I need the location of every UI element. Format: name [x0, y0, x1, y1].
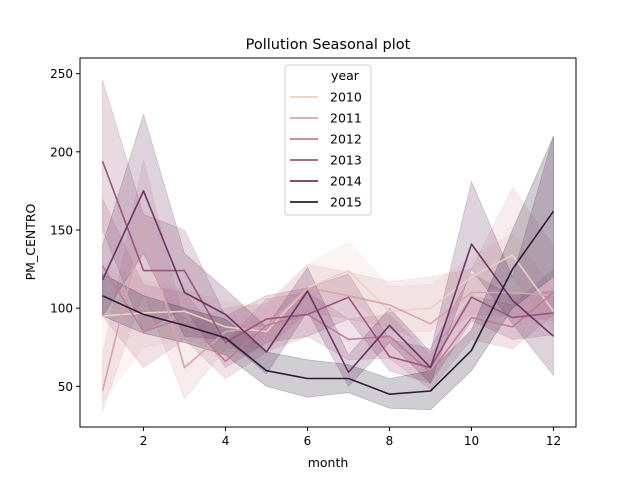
- legend-title: year: [331, 68, 360, 83]
- y-tick-label: 100: [50, 302, 73, 316]
- legend-frame: [284, 64, 372, 216]
- x-axis-label: month: [308, 455, 349, 470]
- x-tick-label: 2: [140, 434, 148, 448]
- series-line-2011: [101, 224, 554, 392]
- legend-label-2011: 2011: [330, 111, 362, 126]
- y-tick-label: 200: [50, 145, 73, 159]
- series-line-2013: [101, 160, 554, 369]
- series-line-2015: [102, 210, 555, 396]
- y-tick-label: 250: [50, 67, 73, 81]
- confidence-band-2012: [102, 198, 554, 390]
- legend: year 2010 2011 2012 2013 2014 2015: [284, 64, 372, 216]
- legend-label-2015: 2015: [330, 195, 362, 210]
- y-tick-label: 150: [50, 223, 73, 237]
- series-line-2014: [101, 190, 555, 374]
- plot-frame: [79, 57, 577, 428]
- confidence-band-2010: [102, 232, 554, 403]
- series-line-2012: [101, 265, 555, 374]
- legend-label-2010: 2010: [330, 90, 362, 105]
- x-tick-label: 6: [304, 434, 312, 448]
- x-tick-label: 4: [222, 434, 230, 448]
- legend-label-2012: 2012: [330, 132, 362, 147]
- legend-label-2014: 2014: [330, 174, 362, 189]
- series-line-2010: [102, 254, 555, 333]
- x-axis: 2 4 6 8 10 12: [140, 427, 561, 448]
- series-lines: [101, 160, 555, 396]
- legend-label-2013: 2013: [330, 153, 362, 168]
- x-tick-label: 10: [464, 434, 479, 448]
- confidence-band-2013: [102, 79, 554, 384]
- y-axis: 50 100 150 200 250: [50, 67, 80, 394]
- confidence-band-2011: [102, 159, 554, 412]
- y-axis-label: PM_CENTRO: [23, 203, 38, 280]
- x-tick-label: 8: [386, 434, 394, 448]
- legend-items: 2010 2011 2012 2013 2014 2015: [290, 90, 362, 210]
- x-tick-label: 12: [546, 434, 561, 448]
- chart-title: Pollution Seasonal plot: [246, 37, 411, 53]
- y-tick-label: 50: [58, 380, 73, 394]
